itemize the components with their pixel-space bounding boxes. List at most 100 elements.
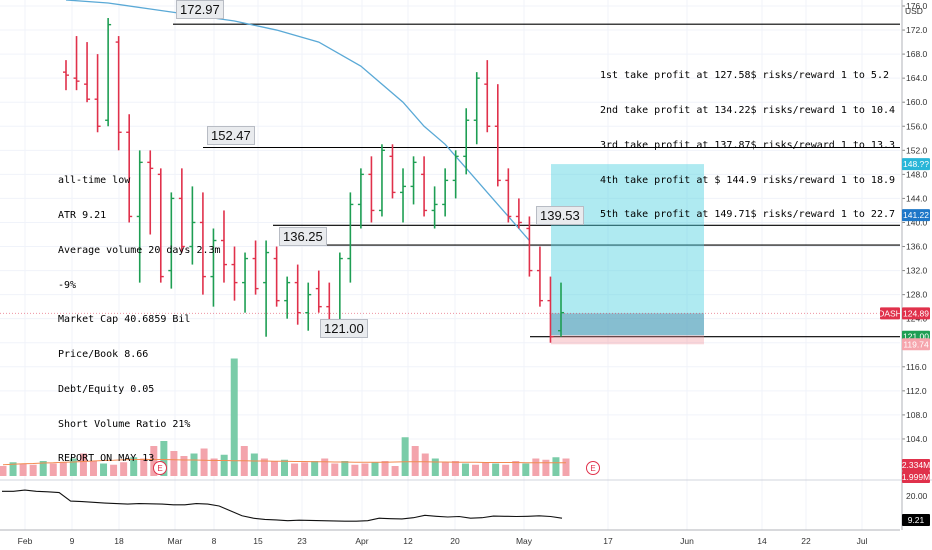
volume-bar bbox=[281, 459, 288, 476]
earnings-marker-label: E bbox=[590, 464, 595, 473]
volume-ma-line bbox=[2, 459, 566, 466]
stat-line: Market Cap 40.6859 Bil bbox=[58, 314, 191, 326]
volume-bar bbox=[230, 358, 238, 476]
moving-average-line bbox=[65, 0, 530, 241]
volume-bar bbox=[391, 466, 399, 476]
price-badge-text: 124.89 bbox=[903, 308, 929, 318]
volume-bar bbox=[270, 461, 278, 476]
volume-bar bbox=[180, 456, 188, 476]
volume-bar bbox=[19, 463, 27, 476]
stat-line: Debt/Equity 0.05 bbox=[58, 383, 155, 395]
price-bars bbox=[63, 18, 564, 343]
volume-bar bbox=[120, 462, 128, 476]
volume-bar bbox=[29, 464, 37, 476]
level-label-139: 139.53 bbox=[536, 206, 584, 225]
atr-line bbox=[2, 489, 563, 522]
take-profit-line: 2nd take profit at 134.22$ risks/reward … bbox=[600, 104, 896, 116]
long-position-tool[interactable] bbox=[0, 164, 900, 345]
volume-bar bbox=[130, 457, 138, 476]
y-tick-label: 164.0 bbox=[906, 73, 928, 83]
stats-note: all-time low ATR 9.21 Average volume 20 … bbox=[58, 152, 221, 477]
stat-line: -9% bbox=[58, 279, 77, 291]
take-profit-line: 1st take profit at 127.58$ risks/reward … bbox=[600, 70, 889, 82]
volume-bar bbox=[441, 462, 449, 476]
volume-bar bbox=[39, 461, 47, 476]
volume-bar bbox=[150, 446, 158, 476]
volume-bar bbox=[341, 461, 349, 476]
volume-bar bbox=[170, 451, 178, 476]
price-badge-text: 141.22 bbox=[903, 210, 929, 220]
price-badge-text: 121.00 bbox=[903, 332, 929, 342]
volume-bar bbox=[461, 463, 469, 476]
x-tick-label: 22 bbox=[801, 536, 811, 546]
volume-bar bbox=[220, 454, 228, 476]
ticker-badge bbox=[880, 307, 900, 320]
sma-line bbox=[65, 0, 530, 241]
volume-bar bbox=[421, 453, 429, 476]
price-badge bbox=[902, 338, 930, 351]
currency-label: USD bbox=[905, 6, 923, 16]
volume-bar bbox=[552, 457, 560, 476]
price-badge bbox=[902, 158, 930, 171]
price-badge-text: 148.?? bbox=[903, 159, 929, 169]
y-tick-label: 156.0 bbox=[906, 121, 928, 131]
y-tick-label: 168.0 bbox=[906, 49, 928, 59]
y-tick-label: 176.0 bbox=[906, 1, 928, 11]
volume-bar bbox=[431, 458, 439, 476]
volume-bar bbox=[301, 462, 309, 476]
volume-badge-text: 1.999M bbox=[902, 472, 930, 482]
atr-tick-label: 20.00 bbox=[906, 491, 928, 501]
volume-bar bbox=[9, 462, 17, 476]
y-tick-label: 160.0 bbox=[906, 97, 928, 107]
volume-bar bbox=[472, 464, 480, 476]
filled-profit-zone bbox=[551, 313, 704, 336]
volume-bar bbox=[482, 462, 490, 476]
volume-bar bbox=[351, 464, 359, 476]
earnings-marker bbox=[153, 461, 167, 475]
time-axis[interactable]: Feb 9 18 Mar 8 15 23 Apr 12 20 May 17 Jun 14 22 Jul bbox=[0, 529, 900, 546]
take-profit-note: 1st take profit at 127.58$ risks/reward … bbox=[600, 47, 895, 233]
x-tick-label: Mar bbox=[168, 536, 183, 546]
take-profit-line: 3rd take profit at 137.87$ risks/reward … bbox=[600, 139, 896, 151]
x-tick-label: Feb bbox=[18, 536, 33, 546]
y-tick-label: 140.0 bbox=[906, 217, 928, 227]
price-badge bbox=[902, 209, 930, 222]
horizontal-levels bbox=[173, 23, 900, 338]
x-tick-label: Jul bbox=[857, 536, 868, 546]
x-tick-label: 14 bbox=[757, 536, 767, 546]
x-tick-label: 20 bbox=[450, 536, 460, 546]
volume-bar bbox=[89, 461, 97, 476]
ticker-badge-text: DASH bbox=[878, 308, 902, 318]
volume-bar bbox=[562, 458, 570, 476]
y-tick-label: 148.0 bbox=[906, 169, 928, 179]
volume-bar bbox=[492, 463, 500, 476]
level-label-152: 152.47 bbox=[207, 126, 255, 145]
y-tick-label: 152.0 bbox=[906, 145, 928, 155]
y-tick-label: 128.0 bbox=[906, 290, 928, 300]
volume-bar bbox=[160, 441, 168, 476]
y-tick-label: 116.0 bbox=[906, 362, 927, 372]
stat-line: Price/Book 8.66 bbox=[58, 349, 149, 361]
volume-bar bbox=[49, 463, 57, 476]
volume-bar bbox=[0, 466, 7, 476]
volume-bar bbox=[200, 448, 208, 476]
volume-bar bbox=[260, 458, 268, 476]
stat-line: REPORT ON MAY 13 bbox=[58, 453, 155, 465]
x-tick-label: May bbox=[516, 536, 533, 546]
x-tick-label: Jun bbox=[680, 536, 694, 546]
x-tick-label: 12 bbox=[403, 536, 413, 546]
volume-bar bbox=[100, 463, 108, 476]
x-tick-label: Apr bbox=[355, 536, 368, 546]
volume-bar bbox=[79, 453, 87, 476]
volume-bar bbox=[361, 463, 369, 476]
price-badge-text: 119.74 bbox=[903, 339, 929, 349]
volume-bar bbox=[522, 463, 530, 476]
price-badge bbox=[902, 307, 930, 320]
earnings-marker-label: E bbox=[157, 464, 162, 473]
level-label-172: 172.97 bbox=[176, 0, 224, 19]
x-tick-label: 17 bbox=[603, 536, 613, 546]
volume-bar bbox=[69, 458, 77, 476]
take-profit-line: 5th take profit at 149.71$ risks/reward … bbox=[600, 209, 896, 221]
volume-bar bbox=[140, 458, 148, 476]
volume-bar bbox=[542, 459, 550, 476]
